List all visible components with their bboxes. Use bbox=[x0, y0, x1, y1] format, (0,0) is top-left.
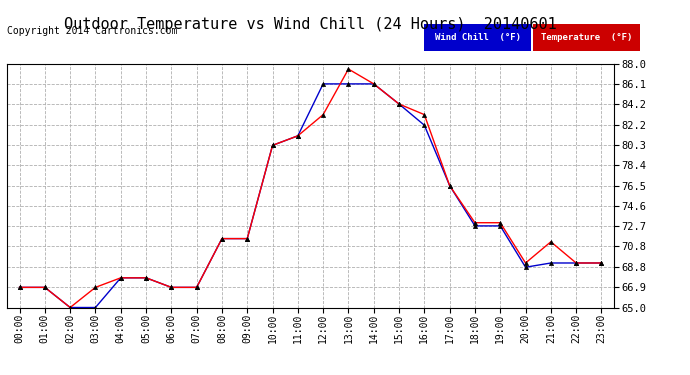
Text: Wind Chill  (°F): Wind Chill (°F) bbox=[435, 33, 521, 42]
Text: Copyright 2014 Cartronics.com: Copyright 2014 Cartronics.com bbox=[7, 26, 177, 36]
Text: Temperature  (°F): Temperature (°F) bbox=[541, 33, 633, 42]
Text: Outdoor Temperature vs Wind Chill (24 Hours)  20140601: Outdoor Temperature vs Wind Chill (24 Ho… bbox=[64, 17, 557, 32]
